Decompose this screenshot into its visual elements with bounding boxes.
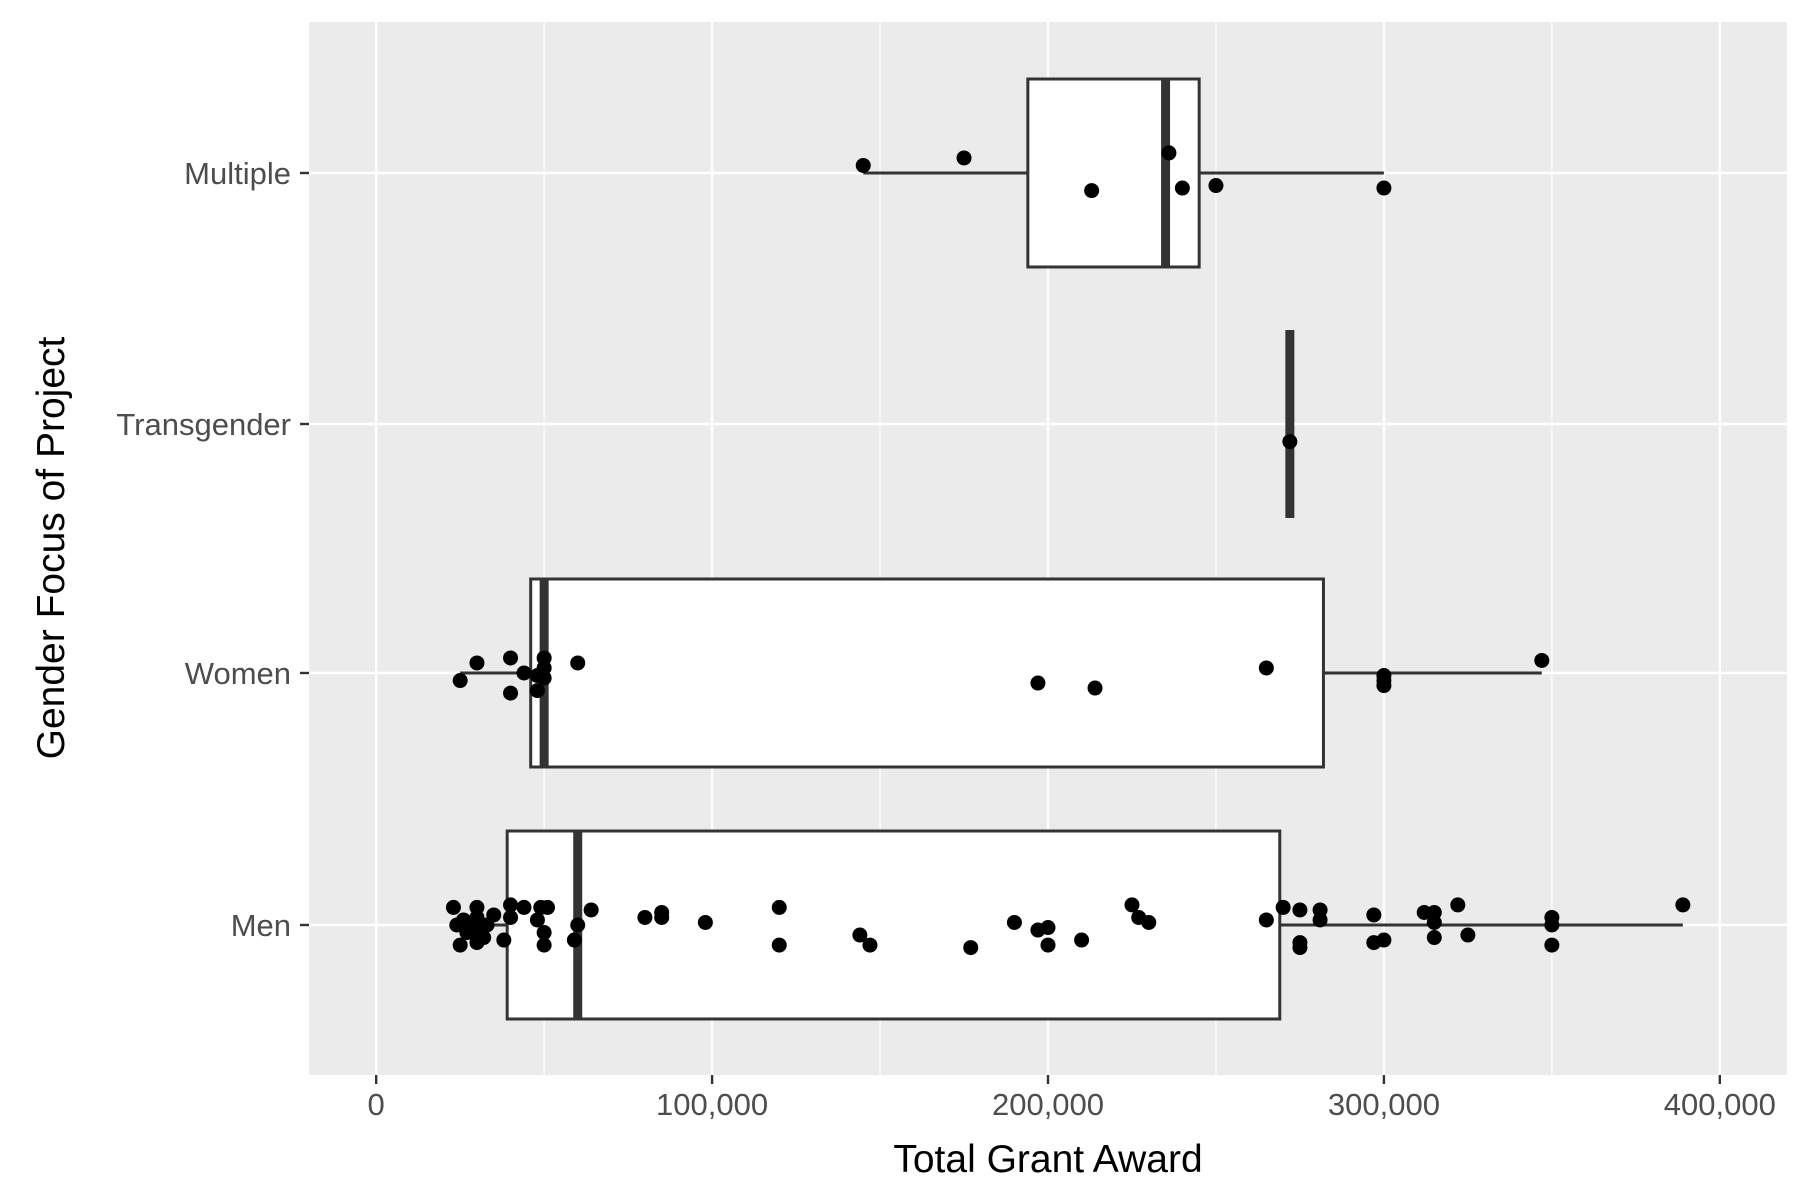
axes: 0 100,000 200,000 300,000 400,000 Men Women Tra…: [116, 156, 1775, 1122]
data-point: [486, 907, 502, 923]
data-point: [1258, 660, 1274, 676]
data-point: [862, 937, 878, 953]
data-point: [1376, 932, 1392, 948]
data-point: [771, 899, 787, 915]
x-tick-label: 300,000: [1328, 1087, 1440, 1122]
x-tick-label: 100,000: [656, 1087, 768, 1122]
y-tick-label: Transgender: [116, 407, 291, 442]
data-point: [1544, 917, 1560, 933]
data-point: [1282, 434, 1298, 450]
data-point: [1534, 652, 1550, 668]
data-point: [855, 157, 871, 173]
interquartile-box: [529, 577, 1325, 769]
data-point: [1040, 937, 1056, 953]
data-point: [1376, 678, 1392, 694]
box-multiple: [863, 77, 1384, 269]
data-point: [1450, 897, 1466, 913]
data-point: [1366, 907, 1382, 923]
data-point: [1087, 680, 1103, 696]
data-point: [469, 655, 485, 671]
x-axis-title: Total Grant Award: [893, 1138, 1202, 1181]
data-point: [654, 909, 670, 925]
data-point: [503, 897, 519, 913]
data-point: [570, 655, 586, 671]
data-point: [1312, 912, 1328, 928]
data-point: [1292, 940, 1308, 956]
point-layer: [445, 145, 1691, 956]
data-point: [539, 899, 555, 915]
data-point: [1030, 675, 1046, 691]
data-point: [496, 932, 512, 948]
data-point: [1675, 897, 1691, 913]
data-point: [956, 150, 972, 166]
x-tick-label: 200,000: [992, 1087, 1104, 1122]
data-point: [452, 673, 468, 689]
data-point: [1544, 937, 1560, 953]
data-point: [771, 937, 787, 953]
data-point: [536, 937, 552, 953]
data-point: [516, 665, 532, 681]
data-point: [1174, 180, 1190, 196]
data-point: [570, 917, 586, 933]
data-point: [529, 683, 545, 699]
data-point: [476, 930, 492, 946]
x-tick-label: 400,000: [1664, 1087, 1776, 1122]
data-point: [516, 899, 532, 915]
data-point: [445, 899, 461, 915]
y-tick-label: Multiple: [184, 156, 291, 191]
data-point: [503, 685, 519, 701]
data-point: [1006, 914, 1022, 930]
data-point: [583, 902, 599, 918]
data-point: [1074, 932, 1090, 948]
data-point: [536, 670, 552, 686]
data-point: [1258, 912, 1274, 928]
data-point: [529, 912, 545, 928]
data-point: [697, 914, 713, 930]
data-point: [637, 909, 653, 925]
data-point: [1208, 178, 1224, 194]
y-axis-title: Gender Focus of Project: [30, 336, 73, 759]
data-point: [1426, 914, 1442, 930]
data-point: [1161, 145, 1177, 161]
data-point: [1141, 914, 1157, 930]
data-point: [566, 932, 582, 948]
data-point: [963, 940, 979, 956]
data-point: [452, 937, 468, 953]
data-point: [1376, 180, 1392, 196]
y-tick-label: Men: [231, 908, 291, 943]
x-tick-label: 0: [368, 1087, 385, 1122]
box-women: [460, 577, 1542, 769]
interquartile-box: [1026, 77, 1201, 269]
data-point: [536, 925, 552, 941]
data-point: [1124, 897, 1140, 913]
y-tick-label: Women: [185, 656, 291, 691]
data-point: [1460, 927, 1476, 943]
data-point: [1292, 902, 1308, 918]
data-point: [503, 650, 519, 666]
data-point: [1084, 183, 1100, 199]
data-point: [852, 927, 868, 943]
data-point: [1275, 899, 1291, 915]
interquartile-box: [505, 829, 1282, 1021]
data-point: [1426, 930, 1442, 946]
data-point: [1040, 920, 1056, 936]
data-point: [503, 909, 519, 925]
